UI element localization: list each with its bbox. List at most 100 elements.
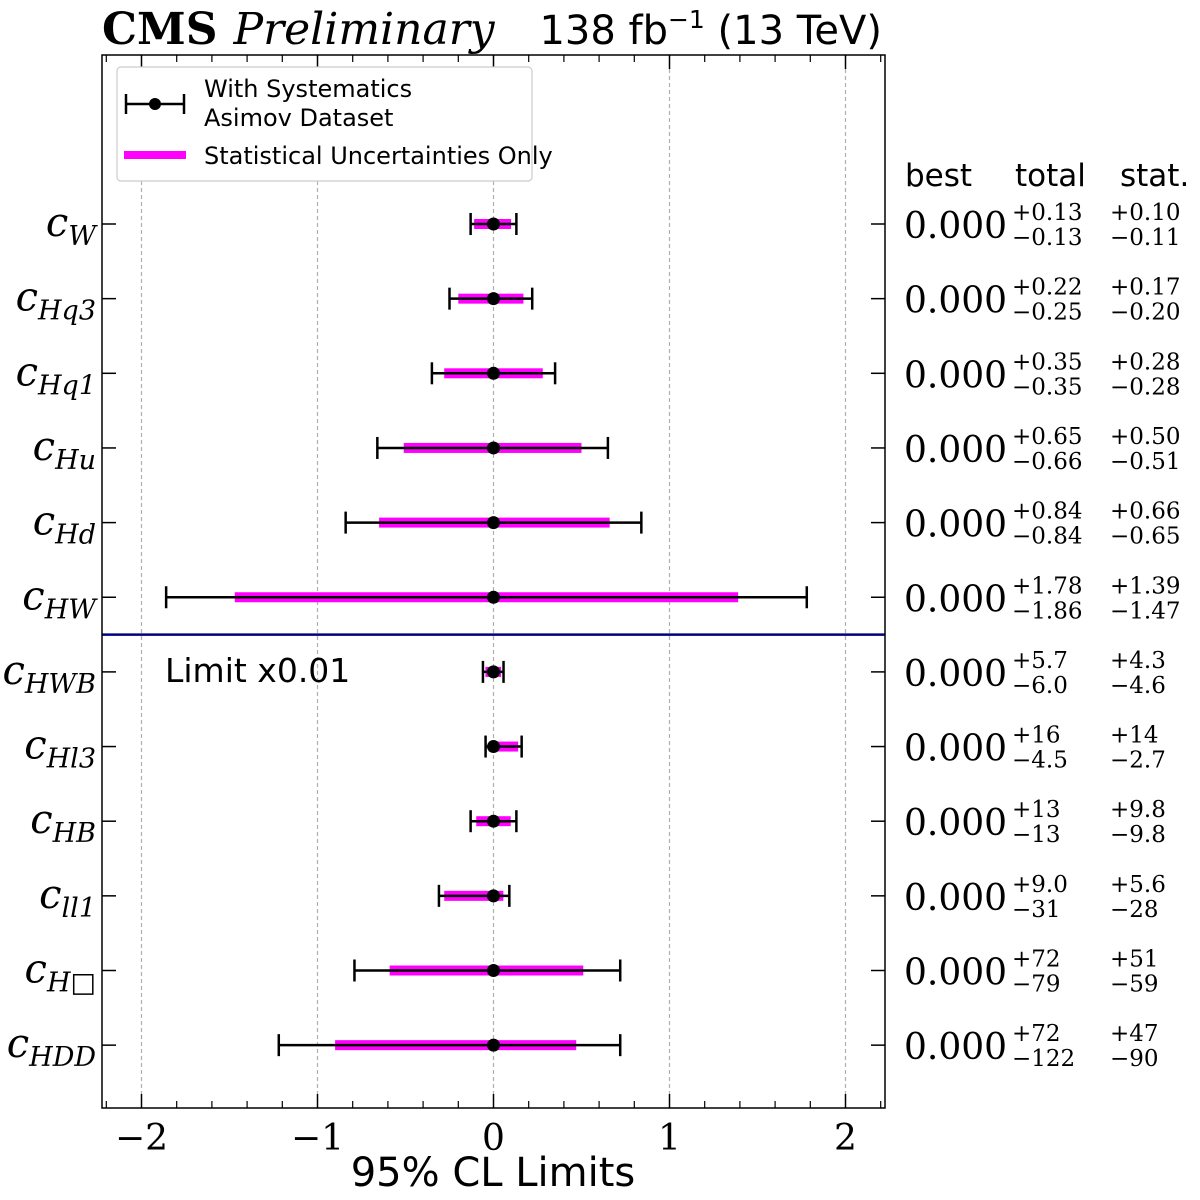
total-down: −13 (1012, 822, 1061, 848)
stat-down: −28 (1110, 897, 1159, 923)
parameter-symbol: c (30, 797, 52, 843)
total-down: −31 (1012, 897, 1061, 923)
stat-up: +4.3 (1110, 648, 1166, 674)
parameter-symbol: c (39, 872, 61, 918)
axis-ticks (102, 55, 885, 1108)
best-fit-point (487, 814, 500, 828)
parameter-subscript: H□ (46, 968, 96, 999)
parameter-symbol: c (33, 499, 55, 545)
stat-down: −90 (1110, 1046, 1159, 1072)
best-value: 0.000 (904, 878, 1007, 919)
best-value: 0.000 (904, 803, 1007, 844)
parameter-symbol: c (33, 424, 55, 470)
best-fit-point (487, 217, 500, 231)
total-up: +72 (1012, 1021, 1061, 1047)
parameter-label: cHl3 (24, 723, 96, 775)
x-tick-label: −1 (291, 1118, 344, 1159)
legend-syst-label-2: Asimov Dataset (204, 104, 393, 132)
parameter-subscript: Hq1 (37, 370, 96, 401)
parameter-label: cHWB (2, 648, 96, 700)
best-fit-point (487, 441, 500, 455)
total-down: −1.86 (1012, 598, 1082, 624)
x-tick-labels: −2 −1 0 1 2 (115, 1118, 857, 1159)
column-header-total: total (1015, 158, 1086, 194)
best-fit-point (487, 292, 500, 306)
parameter-subscript: Hl3 (46, 744, 96, 775)
parameter-label: cW (46, 200, 98, 252)
errorbar (277, 1034, 622, 1057)
x-tick-label: −2 (115, 1118, 168, 1159)
best-fit-point (487, 665, 500, 679)
stat-down: −0.65 (1110, 524, 1180, 550)
best-fit-point (487, 740, 500, 754)
stat-up: +0.50 (1110, 424, 1180, 450)
x-tick-label: 2 (834, 1118, 857, 1159)
stat-up: +0.66 (1110, 499, 1180, 525)
best-value: 0.000 (904, 953, 1007, 994)
parameter-symbol: c (16, 275, 38, 321)
total-up: +72 (1012, 947, 1061, 973)
parameter-subscript: Hd (54, 520, 96, 551)
parameter-subscript: HWB (24, 669, 96, 700)
best-value: 0.000 (904, 1027, 1007, 1068)
stat-up: +51 (1110, 947, 1159, 973)
best-fit-point (487, 590, 500, 604)
stat-up: +9.8 (1110, 797, 1166, 823)
total-down: −0.13 (1012, 225, 1082, 251)
column-header-stat: stat. (1120, 158, 1189, 194)
total-down: −122 (1012, 1046, 1075, 1072)
best-value: 0.000 (904, 355, 1007, 396)
parameter-symbol: c (2, 648, 24, 694)
parameter-label: cHq1 (16, 349, 96, 401)
lumi-prefix: 138 fb (539, 8, 668, 54)
lumi-label: 138 fb−1 (13 TeV) (539, 5, 882, 54)
legend: With Systematics Asimov Dataset Statisti… (116, 66, 553, 182)
legend-syst-symbol (124, 94, 186, 114)
stat-down: −2.7 (1110, 748, 1166, 774)
total-down: −0.66 (1012, 449, 1082, 475)
stat-down: −0.51 (1110, 449, 1180, 475)
column-header-best: best (905, 158, 972, 194)
parameter-subscript: HDD (28, 1042, 96, 1073)
total-down: −0.25 (1012, 300, 1082, 326)
total-up: +5.7 (1012, 648, 1068, 674)
best-value: 0.000 (904, 729, 1007, 770)
stat-down: −0.11 (1110, 225, 1180, 251)
total-up: +0.35 (1012, 349, 1082, 375)
best-fit-points (487, 217, 500, 1052)
cms-title: CMS Preliminary (102, 4, 496, 55)
total-up: +9.0 (1012, 872, 1068, 898)
total-up: +0.65 (1012, 424, 1082, 450)
stat-up: +0.17 (1110, 275, 1180, 301)
total-up: +13 (1012, 797, 1061, 823)
total-up: +0.22 (1012, 275, 1082, 301)
total-down: −0.35 (1012, 374, 1082, 400)
parameter-subscript: Hq3 (37, 296, 96, 327)
parameter-label: cHu (33, 424, 96, 476)
total-up: +1.78 (1012, 573, 1082, 599)
parameter-symbol: c (7, 1021, 29, 1067)
parameter-label: cHq3 (16, 275, 96, 327)
stat-up: +0.10 (1110, 200, 1180, 226)
legend-box (116, 66, 533, 182)
parameter-subscript: HW (44, 594, 99, 625)
parameter-label: cHDD (7, 1021, 97, 1073)
best-fit-point (487, 1038, 500, 1052)
stat-down: −0.28 (1110, 374, 1180, 400)
parameter-symbol: c (24, 723, 46, 769)
total-up: +0.13 (1012, 200, 1082, 226)
parameter-label: cHW (22, 573, 98, 625)
total-up: +16 (1012, 723, 1061, 749)
legend-stat-label: Statistical Uncertainties Only (204, 142, 553, 170)
best-fit-point (487, 964, 500, 977)
x-tick-label: 1 (658, 1118, 681, 1159)
parameter-symbol: c (16, 349, 38, 395)
parameter-symbol: c (22, 573, 44, 619)
stat-down: −0.20 (1110, 300, 1180, 326)
parameter-label: cHB (30, 797, 96, 849)
best-fit-point (487, 516, 500, 530)
best-value: 0.000 (904, 206, 1007, 247)
parameter-subscript: ll1 (62, 893, 96, 924)
best-value: 0.000 (904, 505, 1007, 546)
parameter-subscript: Hu (54, 445, 96, 476)
